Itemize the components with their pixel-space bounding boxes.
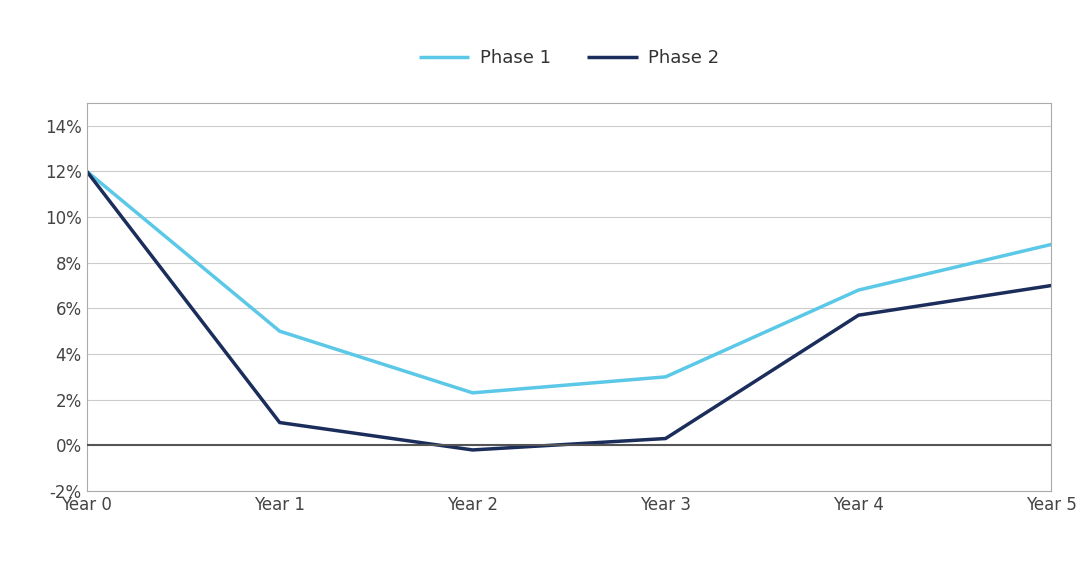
Phase 1 [80, 168, 93, 175]
Phase 2 [466, 447, 479, 453]
Phase 2 [852, 312, 865, 319]
Phase 2 [1045, 282, 1058, 289]
Phase 2 [659, 435, 672, 442]
Line: Phase 1: Phase 1 [87, 171, 1051, 393]
Phase 2 [273, 419, 286, 426]
Phase 1 [1045, 241, 1058, 248]
Phase 1 [466, 389, 479, 396]
Phase 2 [80, 168, 93, 175]
Phase 1 [852, 287, 865, 293]
Legend: Phase 1, Phase 2: Phase 1, Phase 2 [411, 42, 727, 74]
Line: Phase 2: Phase 2 [87, 171, 1051, 450]
Phase 1 [659, 373, 672, 380]
Phase 1 [273, 328, 286, 335]
